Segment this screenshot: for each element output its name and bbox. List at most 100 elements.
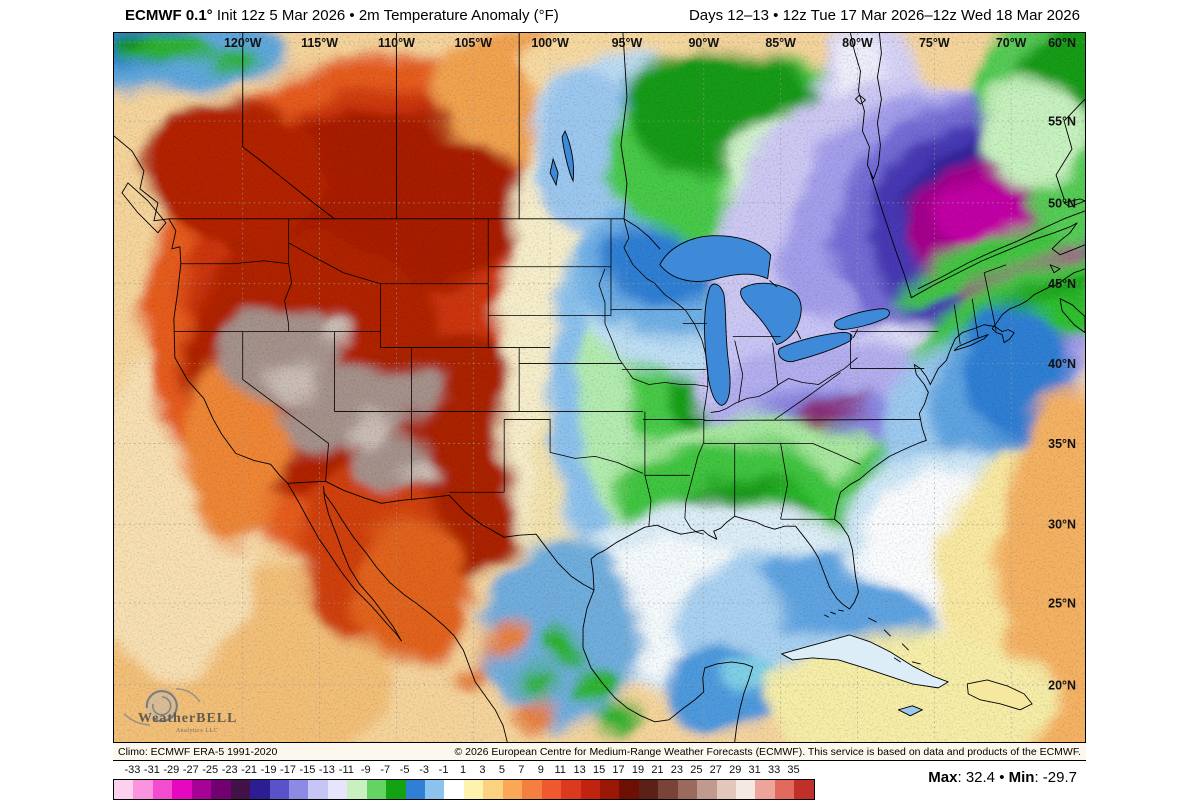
lat-label: 50°N — [1048, 196, 1076, 210]
lon-label: 105°W — [454, 36, 492, 50]
colorbar-tick: -21 — [241, 764, 258, 776]
texture-overlay — [114, 33, 1085, 742]
min-label: Min — [1008, 769, 1035, 786]
weatherbell-logo: WeatherBELL Analytics LLC — [123, 688, 237, 734]
colorbar-segment — [463, 780, 484, 799]
max-value: 32.4 — [965, 769, 996, 786]
colorbar-tick-labels: -33 -31 -29 -27 -25 -23 -21 -19 -17 -15 -13 -11 -9 -7… — [113, 764, 813, 777]
colorbar-tick: -29 — [163, 764, 180, 776]
colorbar-tick: 29 — [729, 764, 742, 776]
great-lakes — [549, 129, 890, 406]
colorbar — [113, 779, 815, 800]
colorbar-segment — [794, 780, 814, 799]
anomaly-map-svg: 120°W 115°W 110°W 105°W 100°W 95°W 90°W 85°W 80°… — [114, 33, 1085, 742]
colorbar-segment — [599, 780, 620, 799]
max-label: Max — [928, 769, 958, 786]
colorbar-tick: -11 — [338, 764, 354, 776]
title-rest: Init 12z 5 Mar 2026 • 2m Temperature Ano… — [212, 7, 559, 24]
colorbar-tick: 13 — [573, 764, 586, 776]
colorbar-tick: -27 — [182, 764, 199, 776]
lon-label: 100°W — [531, 36, 569, 50]
lat-label: 35°N — [1048, 437, 1076, 451]
graticule — [114, 33, 1085, 742]
hurricane-swirl-icon — [123, 688, 201, 726]
colorbar-segment — [697, 780, 717, 799]
lat-label: 40°N — [1048, 357, 1076, 371]
colorbar-tick: 7 — [518, 764, 525, 776]
colorbar-segment — [308, 780, 328, 799]
colorbar-tick: 27 — [709, 764, 722, 776]
colorbar-segment — [425, 780, 445, 799]
colorbar-segment — [211, 780, 231, 799]
lat-label: 45°N — [1048, 277, 1076, 291]
colorbar-segment — [502, 780, 523, 799]
longitude-labels: 120°W 115°W 110°W 105°W 100°W 95°W 90°W 85°W 80°… — [224, 36, 1076, 50]
colorbar-tick: 33 — [767, 764, 781, 776]
anomaly-map: 120°W 115°W 110°W 105°W 100°W 95°W 90°W 85°W 80°… — [113, 32, 1086, 742]
colorbar-tick: -19 — [260, 764, 277, 776]
lat-label: 20°N — [1048, 678, 1076, 692]
logo-text: WeatherBELL — [138, 711, 237, 726]
lon-label: 80°W — [842, 36, 873, 50]
colorbar-tick: -23 — [221, 764, 238, 776]
colorbar-segment — [638, 780, 659, 799]
map-title: ECMWF 0.1° Init 12z 5 Mar 2026 • 2m Temp… — [125, 7, 559, 24]
lon-label: 85°W — [765, 36, 796, 50]
colorbar-tick: -7 — [380, 764, 391, 776]
colorbar-tick: -1 — [438, 764, 449, 776]
climatology-note: Climo: ECMWF ERA-5 1991-2020 — [118, 745, 278, 758]
colorbar-segment — [172, 780, 192, 799]
colorbar-segment — [580, 780, 600, 799]
colorbar-tick: 21 — [651, 764, 664, 776]
colorbar-segment — [327, 780, 348, 799]
colorbar-segment — [716, 780, 736, 799]
colorbar-segment — [522, 780, 542, 799]
colorbar-segment — [658, 780, 678, 799]
corner-lat-label: 60°N — [1048, 36, 1076, 50]
lon-label: 70°W — [996, 36, 1027, 50]
colorbar-tick: 17 — [612, 764, 625, 776]
min-value: -29.7 — [1042, 769, 1077, 786]
lon-label: 110°W — [378, 36, 415, 50]
colorbar-tick: 15 — [592, 764, 606, 776]
colorbar-segment — [114, 780, 134, 799]
colorbar-tick: -13 — [318, 764, 335, 776]
state-borders — [173, 218, 1007, 535]
colorbar-tick: -15 — [299, 764, 316, 776]
colorbar-tick: 25 — [690, 764, 703, 776]
colorbar-segment — [288, 780, 309, 799]
colorbar-segment — [677, 780, 698, 799]
colorbar-segment — [444, 780, 464, 799]
copyright-note: © 2026 European Centre for Medium-Range … — [454, 745, 1081, 758]
colorbar-segment — [541, 780, 562, 799]
colorbar-tick: 23 — [670, 764, 683, 776]
colorbar-tick: -3 — [419, 764, 429, 776]
valid-time-range: Days 12–13 • 12z Tue 17 Mar 2026–12z Wed… — [688, 7, 1080, 24]
colorbar-segment — [561, 780, 581, 799]
colorbar-tick: -9 — [360, 764, 371, 776]
colorbar-segment — [755, 780, 775, 799]
logo-subtext: Analytics LLC — [176, 728, 218, 734]
model-name: ECMWF 0.1° — [125, 7, 213, 24]
colorbar-tick: 1 — [459, 764, 467, 776]
colorbar-segment — [366, 780, 387, 799]
lon-label: 120°W — [224, 36, 262, 50]
lat-label: 25°N — [1048, 597, 1076, 611]
lon-label: 75°W — [919, 36, 950, 50]
colorbar-segment — [619, 780, 639, 799]
colorbar-segment — [736, 780, 756, 799]
colorbar-tick: 31 — [748, 764, 761, 776]
separator-dot: • — [999, 769, 1005, 786]
lat-label: 55°N — [1048, 115, 1076, 129]
colorbar-segment — [152, 780, 173, 799]
colorbar-segment — [133, 780, 153, 799]
coastlines-borders — [114, 33, 1085, 742]
colorbar-tick: 35 — [787, 764, 800, 776]
colorbar-segment — [405, 780, 425, 799]
colorbar-tick: -5 — [399, 764, 410, 776]
colorbar-segment — [250, 780, 270, 799]
colorbar-segment — [191, 780, 212, 799]
colorbar-tick: 3 — [479, 764, 486, 776]
lon-label: 115°W — [301, 36, 338, 50]
